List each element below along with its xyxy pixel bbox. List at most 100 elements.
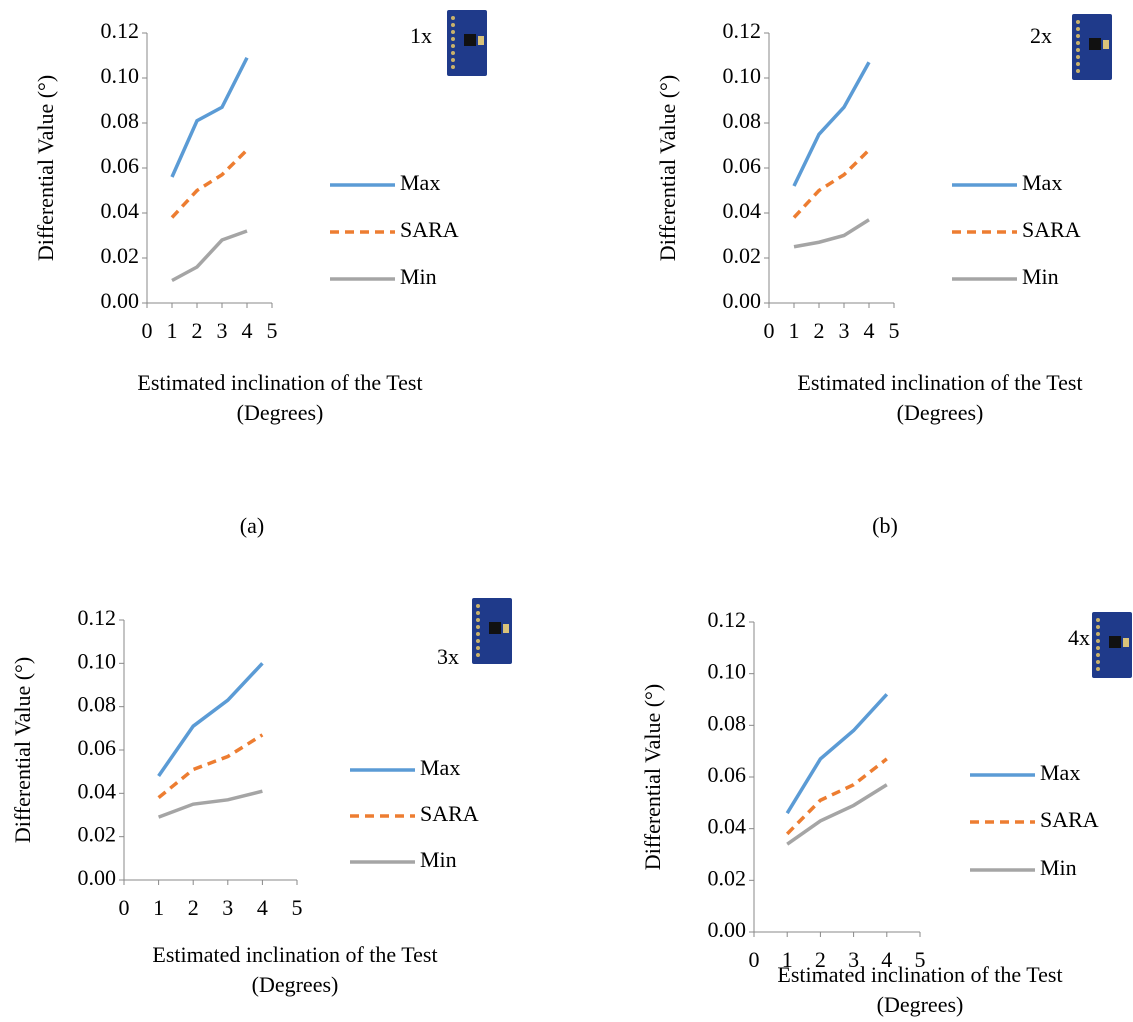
sensor-crystal [503,624,509,633]
y-tick-label: 0.08 [78,692,117,717]
y-tick-label: 0.04 [723,198,762,223]
sensor-pin [1076,62,1080,66]
data-line [792,148,871,219]
sensor-pin [451,44,455,48]
x-tick-label: 2 [188,895,199,920]
sensor-pin [1096,625,1100,629]
sensor-chip [489,622,501,634]
sensor-pin [451,23,455,27]
y-tick-label: 0.00 [708,917,747,942]
data-line [786,783,888,846]
legend-label: Max [400,170,440,195]
x-tick-label: 2 [814,318,825,343]
y-tick-label: 0.02 [723,243,762,268]
y-tick-label: 0.12 [78,605,117,630]
y-axis-label: Differential Value (°) [640,684,665,870]
data-line [792,61,871,187]
x-tick-label: 0 [749,947,760,972]
y-tick-label: 0.10 [723,63,762,88]
y-tick-label: 0.08 [708,710,747,735]
legend-label: Max [420,755,460,780]
sensor-chip [1109,636,1121,648]
sensor-pin [476,625,480,629]
sensor-pin [1076,27,1080,31]
x-tick-label: 2 [815,947,826,972]
y-axis-label: Differential Value (°) [33,75,58,261]
x-axis-label: Estimated inclination of the Test (Degre… [137,370,423,425]
x-tick-label: 4 [881,947,892,972]
sensor-pin [451,37,455,41]
y-tick-label: 0.12 [723,18,762,43]
sensor-pin [476,653,480,657]
x-tick-label: 2 [192,318,203,343]
data-line [793,218,870,249]
sensor-pin [1096,618,1100,622]
annotation: 2x [1030,23,1052,48]
data-line [157,789,263,819]
y-tick-label: 0.06 [723,153,762,178]
sensor-image [1072,14,1112,80]
legend-label: Min [400,264,437,289]
y-tick-label: 0.10 [101,63,140,88]
panel-label: (a) [240,513,264,538]
y-tick-label: 0.04 [78,778,117,803]
x-tick-label: 5 [292,895,303,920]
x-axis-label: Estimated inclination of the Test (Degre… [777,962,1063,1017]
y-tick-label: 0.04 [708,814,747,839]
y-tick-label: 0.02 [78,822,117,847]
sensor-pin [451,51,455,55]
sensor-pin [476,632,480,636]
sensor-pin [1076,69,1080,73]
data-line [171,229,248,283]
sensor-crystal [478,36,484,45]
x-tick-label: 4 [864,318,875,343]
annotation: 1x [410,23,432,48]
y-tick-label: 0.12 [708,607,747,632]
y-axis-label: Differential Value (°) [10,657,35,843]
sensor-crystal [1103,40,1109,49]
x-tick-label: 0 [142,318,153,343]
legend-label: Min [1022,264,1059,289]
sensor-pin [1076,41,1080,45]
data-line [170,56,249,178]
x-tick-label: 3 [848,947,859,972]
legend-label: Min [1040,855,1077,880]
x-tick-label: 4 [242,318,253,343]
x-tick-label: 1 [789,318,800,343]
annotation: 3x [437,644,459,669]
sensor-crystal [1123,638,1129,647]
x-axis-label: Estimated inclination of the Test (Degre… [152,942,438,997]
x-tick-label: 3 [839,318,850,343]
sensor-pin [476,604,480,608]
panel-label: (b) [872,513,898,538]
sensor-pin [1096,653,1100,657]
data-line [157,733,264,800]
sensor-pin [1076,34,1080,38]
sensor-pin [1096,646,1100,650]
data-line [785,693,889,815]
x-axis-label: Estimated inclination of the Test (Degre… [797,370,1083,425]
sensor-pin [1096,667,1100,671]
sensor-pin [1076,55,1080,59]
x-tick-label: 5 [889,318,900,343]
sensor-pin [451,58,455,62]
legend-label: SARA [1040,807,1099,832]
sensor-image [447,10,487,76]
sensor-pin [451,16,455,20]
y-tick-label: 0.00 [101,288,140,313]
legend-label: Min [420,847,457,872]
sensor-pin [1096,632,1100,636]
sensor-pin [451,65,455,69]
x-tick-label: 3 [217,318,228,343]
sensor-chip [1089,38,1101,50]
sensor-chip [464,34,476,46]
legend-label: SARA [1022,217,1081,242]
y-axis-label: Differential Value (°) [655,75,680,261]
sensor-pin [1096,639,1100,643]
y-tick-label: 0.12 [101,18,140,43]
y-tick-label: 0.00 [78,865,117,890]
sensor-pin [1076,48,1080,52]
x-tick-label: 4 [257,895,268,920]
